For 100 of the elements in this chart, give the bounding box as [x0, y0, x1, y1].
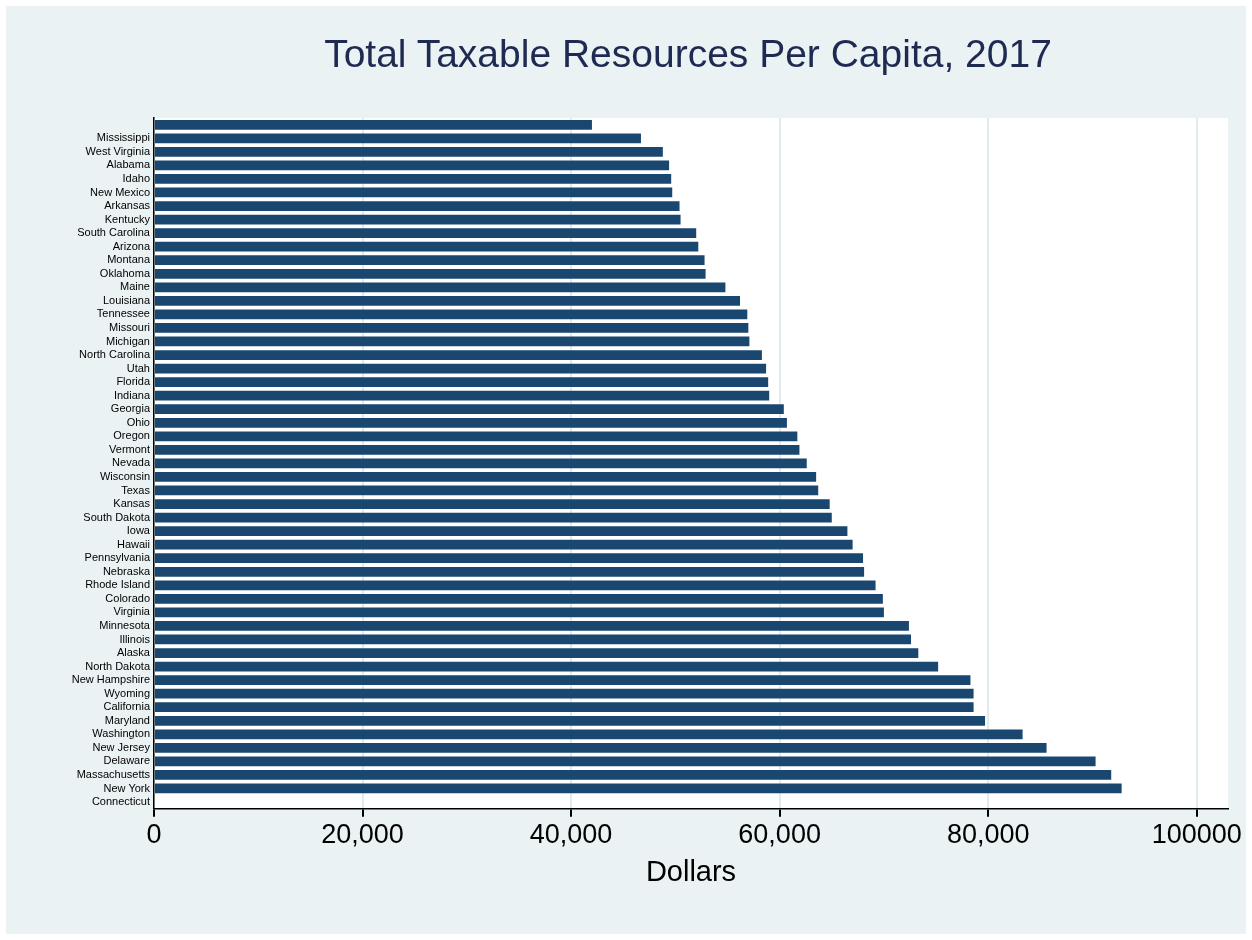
bar [155, 404, 784, 415]
y-tick-label: Louisiana [102, 293, 151, 306]
bar [155, 309, 748, 320]
y-tick-label: Connecticut [91, 795, 150, 808]
y-tick-label: Maryland [104, 713, 150, 726]
bar [155, 729, 1023, 740]
y-tick-label: Idaho [122, 171, 150, 184]
y-tick-label: Arkansas [104, 199, 151, 212]
bar [155, 295, 741, 306]
y-tick-label: New Jersey [92, 740, 151, 753]
y-tick-label: Alabama [106, 158, 151, 171]
bar [155, 187, 673, 198]
y-tick-label: Texas [121, 483, 151, 496]
bar [155, 621, 909, 631]
y-tick-label: Wyoming [104, 686, 150, 699]
y-tick-label: Indiana [113, 388, 151, 401]
bar [155, 458, 807, 469]
bar [155, 119, 592, 130]
y-tick-label: North Carolina [79, 348, 151, 361]
bar [155, 323, 749, 333]
x-axis-title: Dollars [645, 854, 737, 887]
bar [155, 783, 1122, 794]
bar [155, 201, 680, 211]
y-tick-label: Michigan [105, 334, 150, 347]
bar [155, 268, 706, 279]
y-tick-label: Pennsylvania [84, 551, 151, 564]
y-tick-label: Colorado [105, 591, 150, 604]
bar [155, 160, 670, 171]
y-tick-label: Missouri [109, 320, 150, 333]
chart-title: Total Taxable Resources Per Capita, 2017 [323, 32, 1053, 76]
bar [155, 390, 770, 401]
y-tick-label: Minnesota [99, 618, 151, 631]
bar [155, 417, 787, 428]
y-tick-label: Georgia [110, 402, 151, 415]
bar [155, 539, 853, 550]
y-tick-label: Ohio [126, 415, 150, 428]
bar [155, 661, 939, 672]
bar [155, 444, 800, 455]
bar [155, 241, 699, 252]
y-tick-label: New Hampshire [71, 673, 150, 686]
x-tick-label: 80,000 [946, 819, 1030, 850]
y-tick-label: Montana [107, 253, 151, 266]
bar [155, 715, 986, 726]
x-tick-label: 0 [146, 819, 162, 850]
bar [155, 133, 641, 144]
y-tick-label: South Dakota [83, 510, 151, 523]
bar [155, 146, 663, 157]
y-tick-label: Oregon [113, 429, 150, 442]
y-tick-label: Delaware [103, 754, 150, 767]
bar [155, 485, 819, 496]
bar [155, 756, 1096, 767]
bar [155, 770, 1112, 780]
bar [155, 228, 697, 239]
bar [155, 702, 974, 713]
y-tick-label: Tennessee [96, 307, 150, 320]
x-tick-label: 40,000 [529, 819, 613, 850]
bar [155, 688, 974, 699]
y-tick-label: South Carolina [77, 226, 151, 239]
y-tick-label: Kentucky [104, 212, 151, 225]
bar [155, 174, 672, 184]
y-tick-label: Florida [116, 375, 151, 388]
bar [155, 214, 681, 225]
y-tick-label: North Dakota [85, 659, 151, 672]
bar [155, 648, 919, 658]
y-tick-label: Utah [126, 361, 150, 374]
bar [155, 580, 876, 591]
bar [155, 512, 832, 523]
bar [155, 553, 864, 564]
x-tick-label: 60,000 [738, 819, 821, 850]
y-tick-label: New Mexico [90, 185, 150, 198]
bar [155, 350, 762, 360]
y-tick-label: Rhode Island [85, 578, 150, 591]
bar [155, 282, 726, 293]
bar [155, 255, 705, 266]
y-tick-label: Maine [120, 280, 150, 293]
y-tick-label: West Virginia [85, 144, 151, 157]
bar [155, 526, 848, 536]
y-tick-label: Arizona [112, 239, 151, 252]
y-tick-label: Massachusetts [76, 767, 151, 780]
y-tick-label: Virginia [113, 605, 151, 618]
y-tick-label: Kansas [113, 497, 151, 510]
y-tick-label: California [103, 700, 151, 713]
y-tick-label: Nebraska [102, 564, 151, 577]
bar [155, 675, 971, 685]
y-tick-label: Vermont [109, 442, 150, 455]
bar [155, 431, 798, 442]
y-tick-label: Hawaii [116, 537, 150, 550]
y-tick-label: Washington [92, 727, 150, 740]
bar [155, 363, 767, 374]
bar [155, 607, 884, 618]
y-tick-label: Wisconsin [99, 469, 150, 482]
bar [155, 472, 817, 482]
y-tick-label: Illinois [119, 632, 151, 645]
bar [155, 566, 865, 577]
y-tick-label: Alaska [116, 646, 151, 659]
y-tick-label: Iowa [126, 524, 151, 537]
y-tick-label: Nevada [112, 456, 151, 469]
y-tick-label: Oklahoma [99, 266, 151, 279]
bar [155, 593, 883, 604]
x-tick-label: 100000 [1151, 819, 1242, 850]
